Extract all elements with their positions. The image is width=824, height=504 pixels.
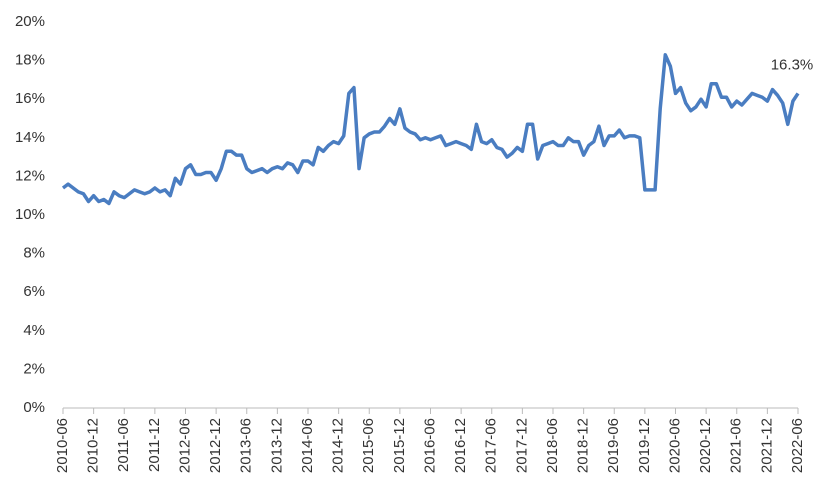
y-tick-label: 4% [23, 322, 45, 339]
x-tick-label: 2010-06 [54, 418, 71, 473]
x-tick-label: 2016-06 [421, 418, 438, 473]
y-tick-label: 0% [23, 399, 45, 416]
x-tick-label: 2013-12 [268, 418, 285, 473]
x-tick-label: 2016-12 [452, 418, 469, 473]
x-tick-label: 2015-12 [391, 418, 408, 473]
x-tick-label: 2012-06 [176, 418, 193, 473]
x-tick-label: 2015-06 [360, 418, 377, 473]
data-line [61, 53, 800, 206]
y-tick-label: 8% [23, 245, 45, 262]
value-label: 16.3% [771, 56, 814, 73]
y-tick-label: 12% [15, 167, 45, 184]
x-tick-label: 2011-12 [146, 418, 163, 472]
x-tick-label: 2020-06 [666, 418, 683, 473]
y-tick-label: 10% [15, 206, 45, 223]
x-tick-label: 2019-06 [605, 418, 622, 473]
x-tick-label: 2022-06 [789, 418, 806, 473]
y-tick-label: 18% [15, 52, 45, 69]
x-tick-label: 2018-06 [544, 418, 561, 473]
x-tick-label: 2021-12 [758, 418, 775, 473]
x-tick-label: 2014-06 [299, 418, 316, 473]
x-tick-label: 2017-06 [483, 418, 500, 473]
x-tick-label: 2013-06 [238, 418, 255, 473]
x-tick-label: 2019-12 [636, 418, 653, 473]
y-tick-label: 20% [15, 13, 45, 30]
x-tick-label: 2018-12 [575, 418, 592, 473]
x-tick-label: 2021-06 [728, 418, 745, 473]
x-tick-label: 2014-12 [330, 418, 347, 473]
x-tick-label: 2012-12 [207, 418, 224, 473]
x-tick-label: 2011-06 [115, 418, 132, 472]
y-tick-label: 2% [23, 360, 45, 377]
x-tick-label: 2020-12 [697, 418, 714, 473]
x-tick-label: 2017-12 [513, 418, 530, 473]
y-tick-label: 6% [23, 283, 45, 300]
y-tick-label: 14% [15, 129, 45, 146]
y-tick-label: 16% [15, 90, 45, 107]
x-tick-label: 2010-12 [85, 418, 102, 473]
